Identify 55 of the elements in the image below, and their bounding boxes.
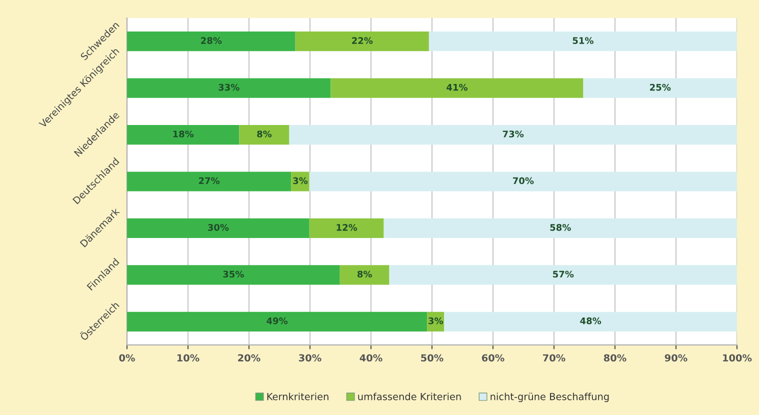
- x-tick-label: 100%: [723, 354, 752, 362]
- data-label: 28%: [201, 37, 222, 44]
- bar: [126, 265, 340, 285]
- x-tick-label: 60%: [482, 354, 504, 362]
- data-label: 73%: [502, 130, 524, 138]
- bar: [330, 78, 584, 98]
- bar: [126, 172, 292, 192]
- bar: [309, 172, 737, 192]
- bar: [309, 218, 384, 238]
- data-label: 3%: [293, 177, 308, 184]
- x-tick-label: 20%: [238, 354, 260, 362]
- data-label: 3%: [428, 317, 444, 324]
- bar: [289, 124, 737, 145]
- data-label: 22%: [352, 37, 373, 44]
- data-label: 8%: [257, 130, 272, 138]
- bar: [239, 124, 290, 145]
- data-label: 51%: [572, 37, 594, 44]
- data-label: 70%: [512, 177, 534, 184]
- bar: [291, 172, 310, 192]
- data-label: 35%: [223, 270, 244, 278]
- x-tick-label: 90%: [664, 354, 688, 362]
- data-label: 33%: [218, 84, 240, 91]
- bar: [583, 78, 737, 98]
- bar: [126, 218, 310, 238]
- data-label: 30%: [208, 224, 229, 231]
- data-label: 57%: [553, 270, 574, 278]
- legend-label: umfassende Kriterien: [358, 392, 461, 400]
- x-tick-label: 30%: [299, 354, 322, 362]
- bar: [295, 32, 429, 52]
- bar: [126, 32, 296, 52]
- bar: [126, 124, 240, 145]
- data-label: 25%: [650, 84, 671, 91]
- data-label: 18%: [173, 130, 194, 138]
- x-tick-label: 10%: [177, 354, 200, 362]
- data-label: 12%: [336, 224, 358, 231]
- legend-label: nicht-grüne Beschaffung: [490, 392, 609, 402]
- data-label: 8%: [357, 270, 372, 278]
- x-tick-label: 40%: [360, 354, 382, 362]
- bar: [389, 265, 737, 285]
- bar: [340, 265, 390, 285]
- bar: [126, 312, 428, 332]
- data-label: 27%: [198, 177, 220, 184]
- x-tick-label: 50%: [421, 354, 444, 362]
- legend-label: Kernkriterien: [267, 392, 328, 400]
- data-label: 48%: [580, 317, 602, 324]
- data-label: 49%: [266, 317, 288, 324]
- bar: [384, 218, 737, 238]
- x-tick-label: 70%: [543, 354, 566, 362]
- x-tick-label: 0%: [119, 354, 135, 362]
- data-label: 41%: [446, 84, 468, 91]
- data-label: 58%: [550, 224, 571, 231]
- x-tick-label: 80%: [604, 354, 626, 362]
- bar: [428, 32, 737, 52]
- bar: [444, 312, 737, 332]
- bar: [126, 78, 331, 98]
